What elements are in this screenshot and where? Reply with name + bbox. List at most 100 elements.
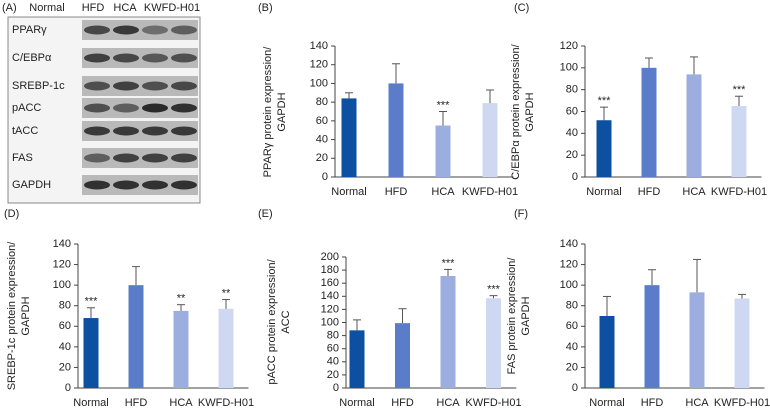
bar [341,98,357,177]
lane-label: HFD [82,2,105,14]
y-tick-label: 80 [566,84,578,96]
blot-band [171,180,197,190]
x-tick-label: KWFD-H01 [465,397,521,409]
x-tick-label: HFD [391,397,414,409]
blot-band [171,53,197,63]
blot-strip [82,121,198,141]
y-tick-label: 80 [59,300,71,312]
y-tick-label: 140 [53,238,71,250]
x-tick-label: Normal [73,397,108,409]
blot-band [113,126,139,136]
y-tick-label: 20 [566,361,578,373]
y-tick-label: 0 [333,382,339,394]
bar [482,103,498,177]
y-tick-label: 20 [566,149,578,161]
y-tick-label: 60 [566,105,578,117]
y-tick-label: 0 [322,171,328,183]
lane-label: Normal [29,2,64,14]
blot-band [142,103,168,113]
panel-label: (E) [258,208,273,220]
x-tick-label: HCA [169,397,193,409]
x-tick-label: KWFD-H01 [198,397,254,409]
y-tick-label: 100 [53,279,71,291]
y-tick-label: 160 [321,277,339,289]
y-tick-label: 40 [566,341,578,353]
blot-strip [82,48,198,68]
blot-band [113,180,139,190]
y-tick-label: 60 [327,343,339,355]
x-tick-label: HFD [638,186,661,198]
x-tick-label: KWFD-H01 [714,397,770,409]
blot-band [171,126,197,136]
y-tick-label: 100 [321,316,339,328]
y-axis-label: PPARγ protein expression/ [262,46,274,178]
blot-band [84,180,110,190]
blot-band [113,53,139,63]
y-tick-label: 20 [59,361,71,373]
blot-band [84,103,110,113]
panel-label: (A) [2,2,17,14]
bar [173,310,189,388]
significance-label: ** [177,293,186,305]
y-tick-label: 60 [59,320,71,332]
y-tick-label: 80 [327,330,339,342]
significance-label: *** [487,284,501,296]
panel-label: (D) [4,208,19,220]
blot-strip [82,175,198,195]
bar [734,298,750,388]
y-tick-label: 20 [327,369,339,381]
y-tick-label: 40 [59,341,71,353]
blot-band [113,25,139,35]
x-tick-label: HCA [685,397,709,409]
y-tick-label: 120 [560,258,578,270]
significance-label: *** [85,296,99,308]
y-tick-label: 120 [321,303,339,315]
bar [641,67,657,177]
significance-label: *** [437,99,451,111]
y-tick-label: 40 [316,133,328,145]
y-tick-label: 140 [321,290,339,302]
y-tick-label: 140 [310,40,328,52]
bar [731,106,747,177]
blot-band [142,81,168,91]
x-tick-label: HFD [125,397,148,409]
significance-label: *** [733,84,747,96]
y-tick-label: 100 [560,279,578,291]
bar [128,285,144,388]
y-axis-label: SREBP-1c protein expression/ [6,241,18,391]
y-tick-label: 100 [560,62,578,74]
significance-label: ** [222,287,231,299]
blot-band [142,25,168,35]
bar [596,120,612,177]
blot-band [142,153,168,163]
blot-band [142,53,168,63]
x-tick-label: HFD [641,397,664,409]
blot-band [142,180,168,190]
x-tick-label: HCA [431,186,455,198]
bar [599,316,615,388]
y-tick-label: 120 [53,258,71,270]
y-tick-label: 120 [560,40,578,52]
bar [388,83,404,177]
blot-band [113,81,139,91]
blot-row-label: pACC [12,102,41,114]
significance-label: *** [442,257,456,269]
blot-row-label: GAPDH [12,179,51,191]
y-tick-label: 20 [316,152,328,164]
panel-label: (B) [258,2,273,14]
blot-strip [82,76,198,96]
bar [218,308,234,388]
blot-row-label: C/EBPα [12,52,52,64]
bar [440,275,456,388]
y-tick-label: 140 [560,238,578,250]
blot-band [171,103,197,113]
y-axis-label: C/EBPα protein expression/ [510,43,522,179]
bar [435,125,451,177]
y-axis-label: GAPDH [520,296,532,335]
blot-row-label: FAS [12,152,33,164]
y-tick-label: 60 [566,320,578,332]
y-axis-label: ACC [280,310,292,333]
x-tick-label: Normal [589,397,624,409]
blot-band [171,25,197,35]
significance-label: *** [598,95,612,107]
